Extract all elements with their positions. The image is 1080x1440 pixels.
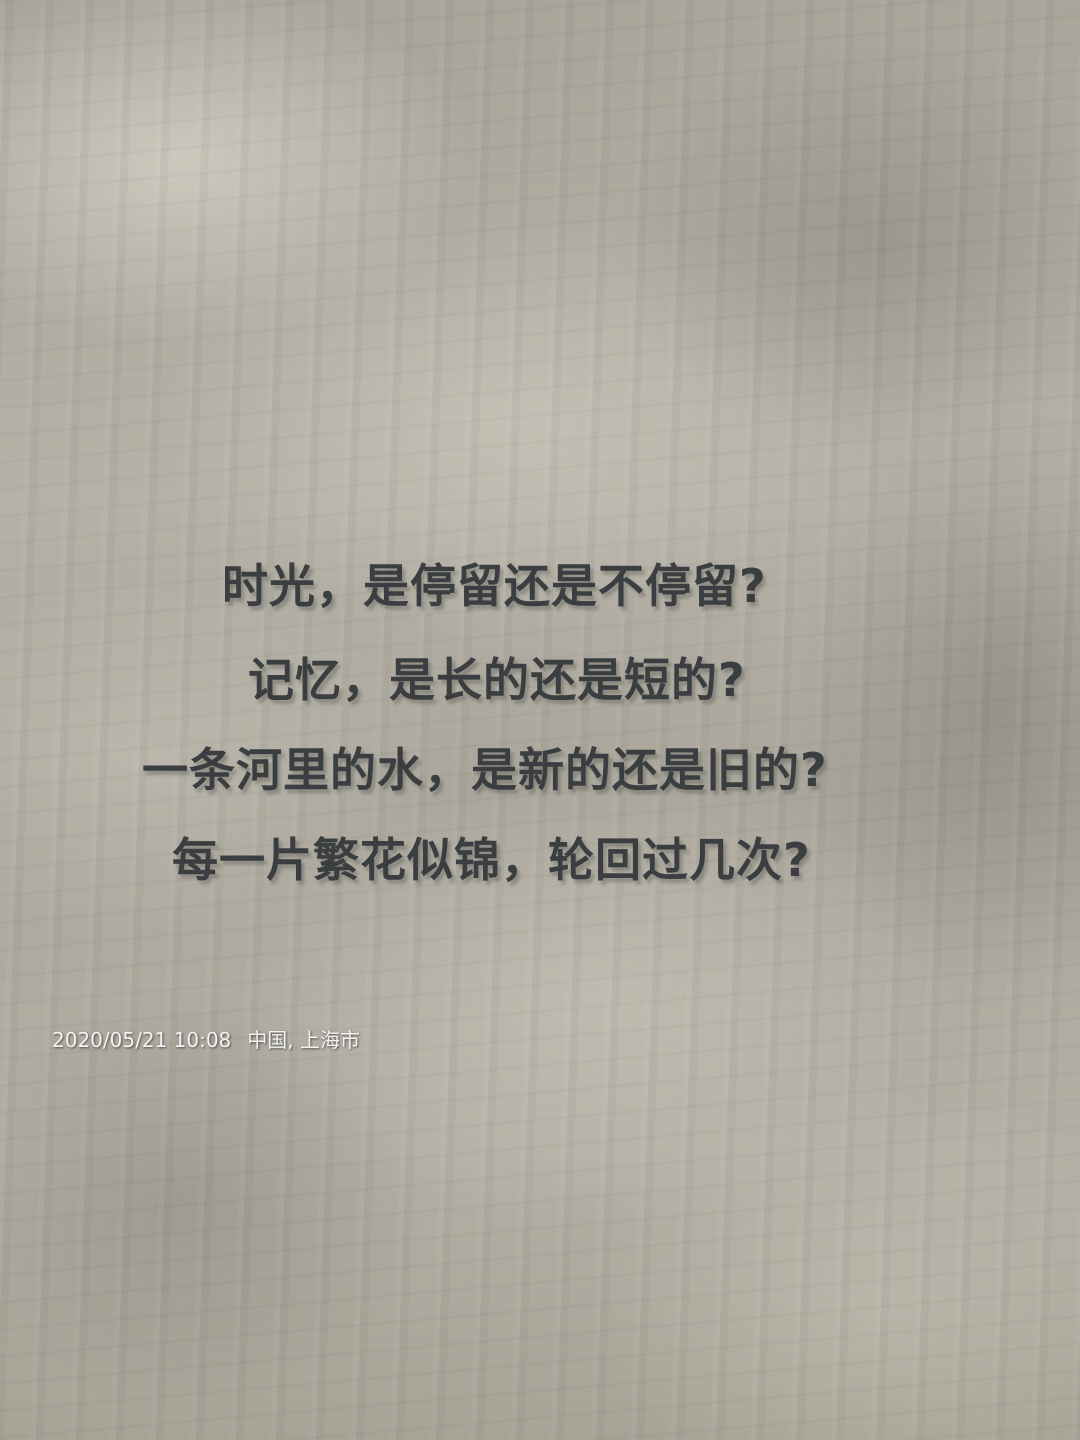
timestamp-location: 中国, 上海市	[247, 1028, 360, 1052]
timestamp-datetime: 2020/05/21 10:08	[52, 1028, 232, 1052]
photo-timestamp-watermark: 2020/05/21 10:08 中国, 上海市	[52, 1027, 360, 1053]
poem-line-3: 一条河里的水，是新的还是旧的?	[142, 743, 828, 797]
poem-line-2: 记忆，是长的还是短的?	[248, 653, 746, 707]
poem-line-4: 每一片繁花似锦，轮回过几次?	[172, 833, 811, 887]
poem-line-1: 时光，是停留还是不停留?	[222, 559, 767, 613]
